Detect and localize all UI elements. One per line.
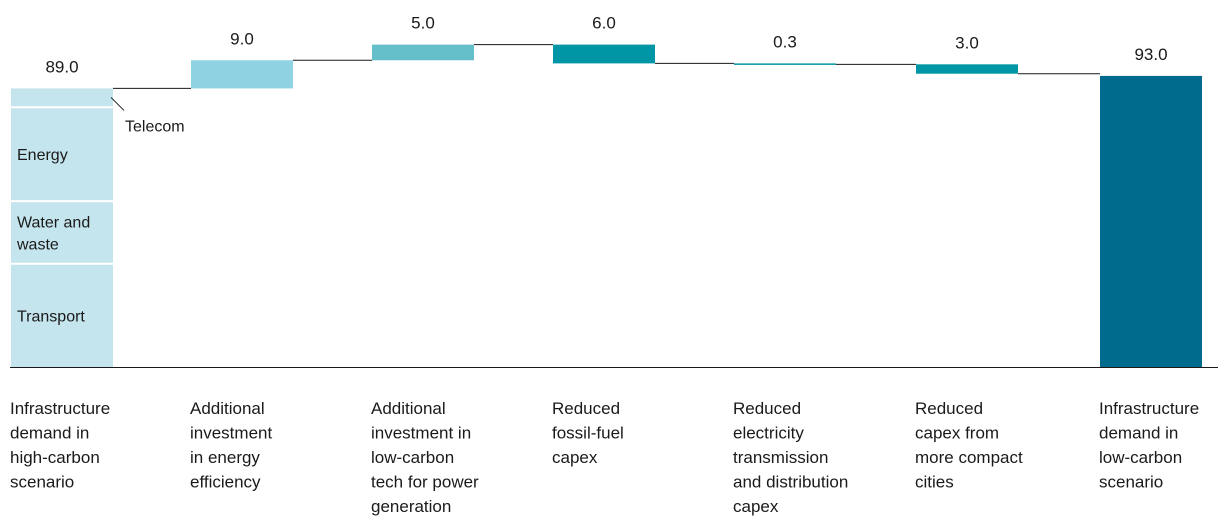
- bar: [734, 63, 836, 65]
- category-label: electricity: [733, 424, 804, 443]
- bar: [372, 44, 474, 61]
- category-label: Reduced: [733, 399, 801, 418]
- bar: [553, 44, 655, 64]
- category-label: scenario: [1099, 473, 1163, 492]
- category-label: tech for power: [371, 473, 479, 492]
- category-label: in energy: [190, 448, 260, 467]
- value-label: 9.0: [230, 29, 254, 48]
- bar: [916, 64, 1018, 74]
- category-label: demand in: [1099, 424, 1178, 443]
- value-label: 0.3: [773, 32, 797, 51]
- category-label: demand in: [10, 424, 89, 443]
- category-label: fossil-fuel: [552, 424, 624, 443]
- bar-segment-water-and-waste: [11, 201, 113, 264]
- category-label: capex: [552, 448, 598, 467]
- category-label: scenario: [10, 473, 74, 492]
- category-label: more compact: [915, 448, 1023, 467]
- category-label: generation: [371, 497, 451, 516]
- category-label: low-carbon: [371, 448, 454, 467]
- category-label: low-carbon: [1099, 448, 1182, 467]
- value-label: 3.0: [955, 33, 979, 52]
- category-label: Reduced: [915, 399, 983, 418]
- bar: [1100, 75, 1202, 367]
- category-label: Infrastructure: [10, 399, 110, 418]
- category-label: high-carbon: [10, 448, 100, 467]
- value-label: 5.0: [411, 14, 435, 33]
- category-label: Additional: [190, 399, 265, 418]
- leader-line: [110, 97, 125, 111]
- category-label: Infrastructure: [1099, 399, 1199, 418]
- value-label: 93.0: [1134, 45, 1167, 64]
- category-label: transmission: [733, 448, 828, 467]
- bar: [191, 60, 293, 89]
- segment-label: waste: [16, 236, 59, 253]
- segment-label: Transport: [17, 308, 85, 325]
- category-label: capex: [733, 497, 779, 516]
- value-label: 6.0: [592, 14, 616, 33]
- category-label: efficiency: [190, 473, 261, 492]
- category-label: capex from: [915, 424, 999, 443]
- bar-segment-telecom: [11, 88, 113, 108]
- segment-label: Energy: [17, 147, 68, 164]
- bar-segment-energy: [11, 107, 113, 202]
- category-label: Reduced: [552, 399, 620, 418]
- category-label: investment: [190, 424, 272, 443]
- category-label: Additional: [371, 399, 446, 418]
- value-label: 89.0: [45, 57, 78, 76]
- category-label: investment in: [371, 424, 471, 443]
- segment-label: Water and: [17, 214, 90, 231]
- segment-label: Telecom: [125, 118, 185, 135]
- bar-segment-transport: [11, 263, 113, 367]
- category-label: cities: [915, 473, 954, 492]
- category-label: and distribution: [733, 473, 848, 492]
